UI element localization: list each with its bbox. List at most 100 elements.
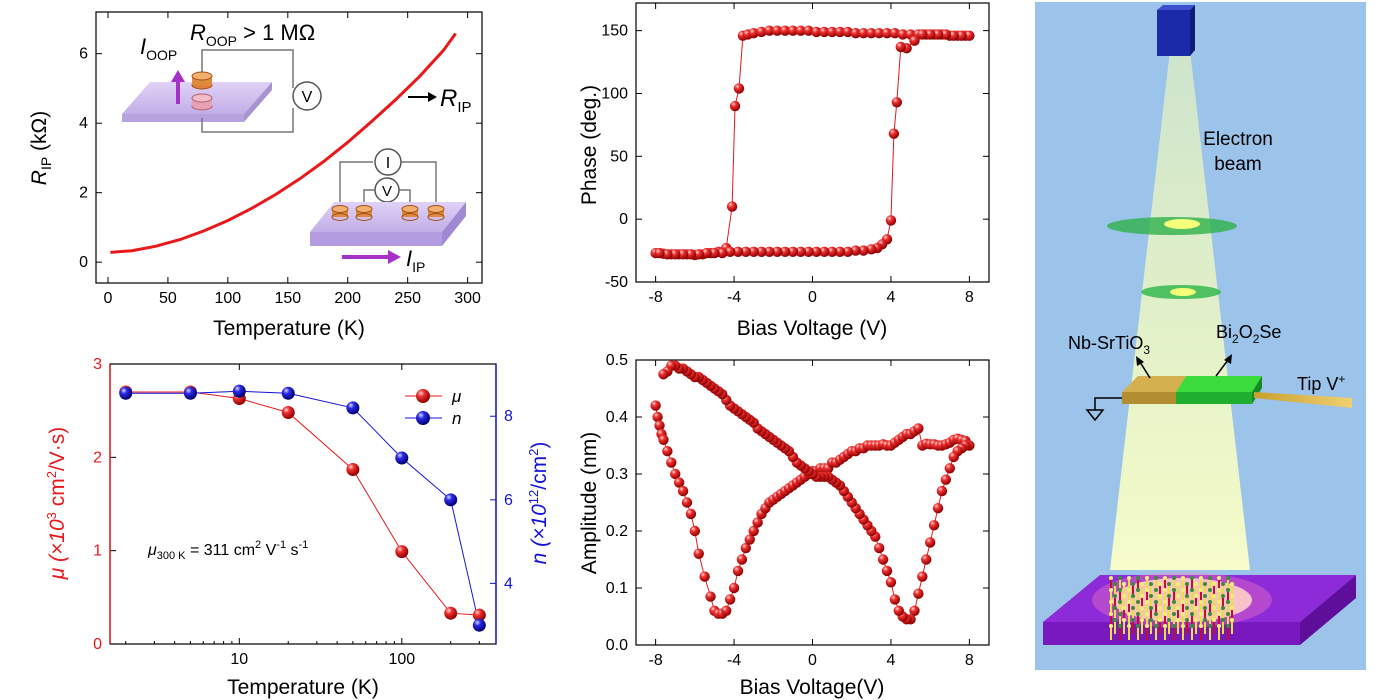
data-point (650, 400, 661, 411)
data-point (897, 29, 908, 40)
y-tick-label: 6 (79, 46, 88, 63)
legend-mu-label: μ (451, 387, 462, 406)
lattice-column (1218, 614, 1220, 628)
data-point (732, 565, 744, 577)
tip-label: Tip V+ (1297, 372, 1345, 394)
data-point (819, 26, 830, 38)
lattice-atom (1154, 612, 1158, 616)
panel-amplitude-loop: -8 -4 0 4 8 0.0 0.1 0.2 0.3 0.4 0.5 Bias Voltage(V… (578, 352, 990, 699)
lattice-atom (1212, 606, 1216, 610)
y-tick-label: 2 (93, 449, 102, 466)
lattice-atom (1217, 624, 1221, 628)
lattice-column (1177, 584, 1179, 598)
lattice-column (1168, 620, 1170, 634)
lattice-atom (1158, 618, 1162, 622)
lattice-atom (1208, 588, 1212, 592)
lattice-column (1173, 626, 1175, 640)
data-point (924, 29, 936, 40)
lattice-atom (1181, 600, 1185, 604)
lattice-atom (1181, 624, 1185, 628)
data-point (885, 215, 897, 226)
data-point (733, 83, 745, 94)
lattice-column (1155, 590, 1157, 604)
y-tick-label: 0.0 (606, 637, 628, 654)
data-point-μ (346, 462, 360, 476)
y-axis-label-right-3: n (×1012/cm2) (526, 442, 551, 565)
lattice-column (1168, 584, 1170, 598)
x-tick-label: -4 (727, 652, 741, 669)
lattice-atom (1203, 606, 1207, 610)
lattice-atom (1109, 576, 1113, 580)
lattice-column (1155, 626, 1157, 640)
x-tick-label: 0 (808, 652, 817, 669)
data-point (654, 420, 665, 431)
lattice-column (1137, 602, 1139, 616)
data-point (924, 537, 936, 548)
lattice-column (1150, 608, 1152, 622)
data-point (917, 571, 928, 582)
ip-plate-side (310, 232, 442, 246)
data-point (693, 548, 704, 559)
lattice-atom (1176, 618, 1180, 622)
lattice-atom (1127, 600, 1131, 604)
data-point (826, 246, 838, 258)
data-point (787, 246, 799, 258)
lattice-atom (1127, 624, 1131, 628)
lattice-atom (1131, 618, 1135, 622)
nb-srtio3-block (1122, 392, 1176, 404)
lattice-atom (1199, 600, 1203, 604)
lattice-atom (1158, 594, 1162, 598)
lattice-atom (1136, 576, 1140, 580)
series-line-forward (655, 405, 970, 615)
lattice-atom (1118, 576, 1122, 580)
lattice-atom (1158, 606, 1162, 610)
x-tick-label: 8 (965, 652, 974, 669)
lattice-column (1150, 620, 1152, 634)
lattice-column (1132, 608, 1134, 622)
data-point (670, 249, 681, 260)
y-tick-label: 0.1 (606, 580, 628, 597)
lattice-atom (1190, 576, 1194, 580)
lattice-column (1227, 590, 1229, 604)
series-line-reverse (659, 33, 970, 255)
x-tick-label: 100 (388, 651, 415, 668)
data-point (956, 30, 967, 41)
lattice-atom (1136, 588, 1140, 592)
data-point (917, 29, 928, 40)
legend-n-marker (416, 411, 430, 425)
data-point (803, 246, 814, 258)
lattice-column (1137, 578, 1139, 592)
lattice-atom (1185, 594, 1189, 598)
lattice-column (1186, 620, 1188, 634)
data-point (740, 246, 752, 258)
electron-beam-label-line1: Electron (1203, 129, 1273, 150)
lattice-column (1168, 608, 1170, 622)
lattice-column (1209, 614, 1211, 628)
lattice-atom (1154, 576, 1158, 580)
plot-frame-2 (635, 2, 990, 283)
data-point-n (119, 386, 133, 400)
lattice-atom (1113, 618, 1117, 622)
lattice-atom (1145, 576, 1149, 580)
lattice-column (1191, 590, 1193, 604)
ioop-label: IOOP (140, 34, 177, 63)
y-axis-label-1: RIP (kΩ) (28, 111, 54, 185)
lattice-column (1195, 620, 1197, 634)
film-pointer (1215, 359, 1229, 377)
lattice-atom (1230, 582, 1234, 586)
lattice-column (1137, 626, 1139, 640)
lattice-atom (1140, 582, 1144, 586)
data-point (717, 247, 728, 259)
data-point-n (472, 618, 486, 632)
lattice-column (1119, 626, 1121, 640)
y-tick-label: 4 (79, 115, 88, 132)
voltmeter-oop-label: V (302, 89, 313, 106)
lattice-atom (1172, 600, 1176, 604)
iip-label: IIP (406, 246, 425, 275)
data-point (895, 41, 906, 53)
series-line-n (125, 390, 480, 626)
data-point (858, 27, 869, 39)
x-axis-label-1: Temperature (K) (213, 317, 365, 340)
lattice-column (1128, 602, 1130, 616)
data-point (764, 25, 775, 36)
